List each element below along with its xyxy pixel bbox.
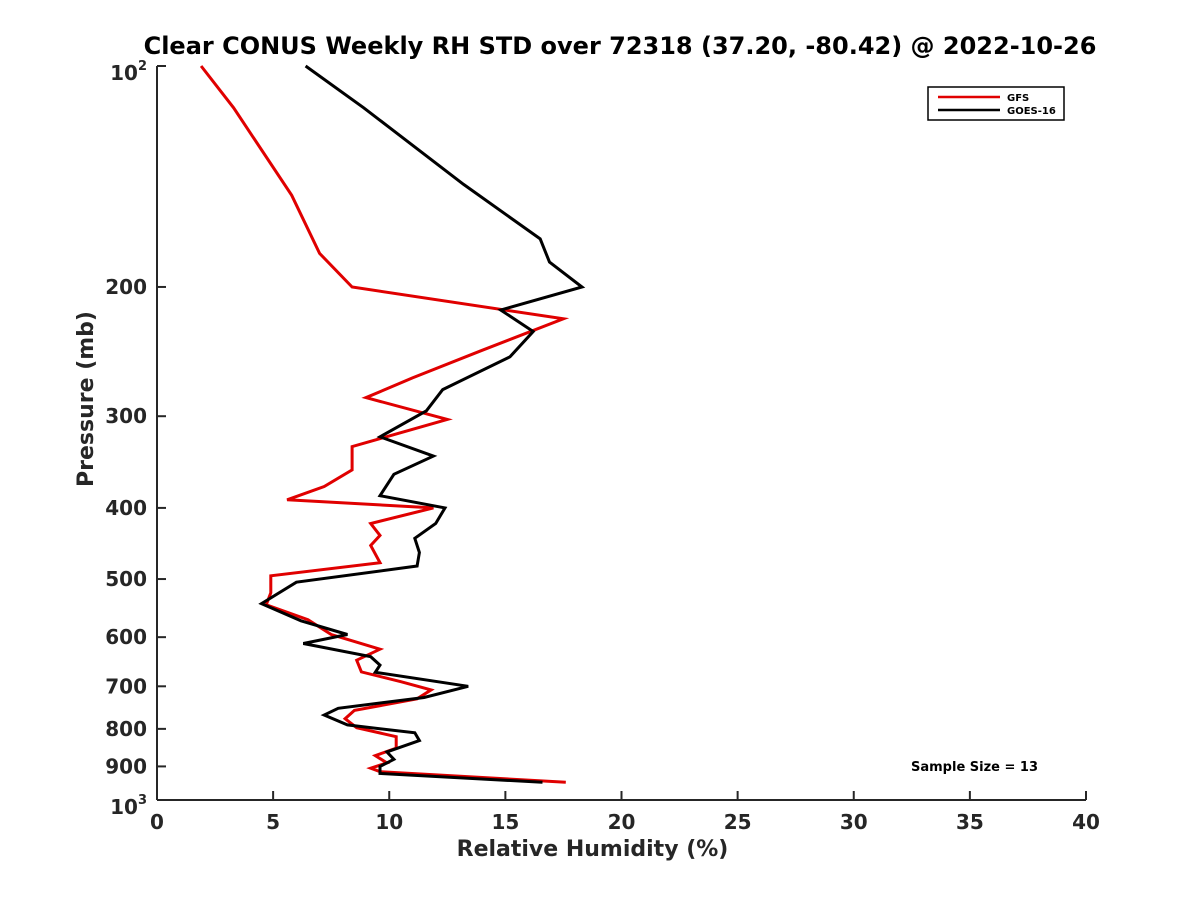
x-tick-label: 40 [1072, 810, 1100, 834]
legend-label-gfs: GFS [1007, 93, 1029, 104]
y-tick-label: 900 [105, 754, 147, 778]
chart-title: Clear CONUS Weekly RH STD over 72318 (37… [144, 32, 1097, 60]
y-tick-label: 102 [110, 59, 147, 85]
y-tick-label: 500 [105, 567, 147, 591]
y-axis-ticks: 102 200 300 400 500 600 700 800 900 103 [105, 59, 166, 819]
legend-box [927, 86, 1065, 121]
sample-size-annotation: Sample Size = 13 [911, 760, 1038, 775]
x-axis-ticks: 0 5 10 15 20 25 30 35 40 [150, 791, 1100, 834]
y-tick-label: 400 [105, 496, 147, 520]
plot-lines [199, 64, 586, 784]
x-tick-label: 15 [491, 810, 519, 834]
y-tick-label: 600 [105, 625, 147, 649]
series-line-goes-16 [258, 64, 586, 784]
x-tick-label: 35 [956, 810, 984, 834]
x-axis-label: Relative Humidity (%) [457, 837, 729, 862]
y-tick-label: 800 [105, 717, 147, 741]
x-tick-label: 0 [150, 810, 164, 834]
x-tick-label: 30 [840, 810, 868, 834]
series-line-gfs [199, 65, 570, 784]
x-tick-label: 10 [375, 810, 403, 834]
y-axis-label: Pressure (mb) [74, 311, 99, 487]
x-tick-label: 5 [266, 810, 280, 834]
y-tick-label: 200 [105, 275, 147, 299]
y-tick-label: 103 [110, 793, 147, 819]
y-tick-label: 300 [105, 404, 147, 428]
x-tick-label: 20 [608, 810, 636, 834]
y-tick-label: 700 [105, 674, 147, 698]
legend: GFS GOES-16 [927, 86, 1065, 121]
x-tick-label: 25 [724, 810, 752, 834]
legend-label-goes16: GOES-16 [1007, 106, 1056, 117]
